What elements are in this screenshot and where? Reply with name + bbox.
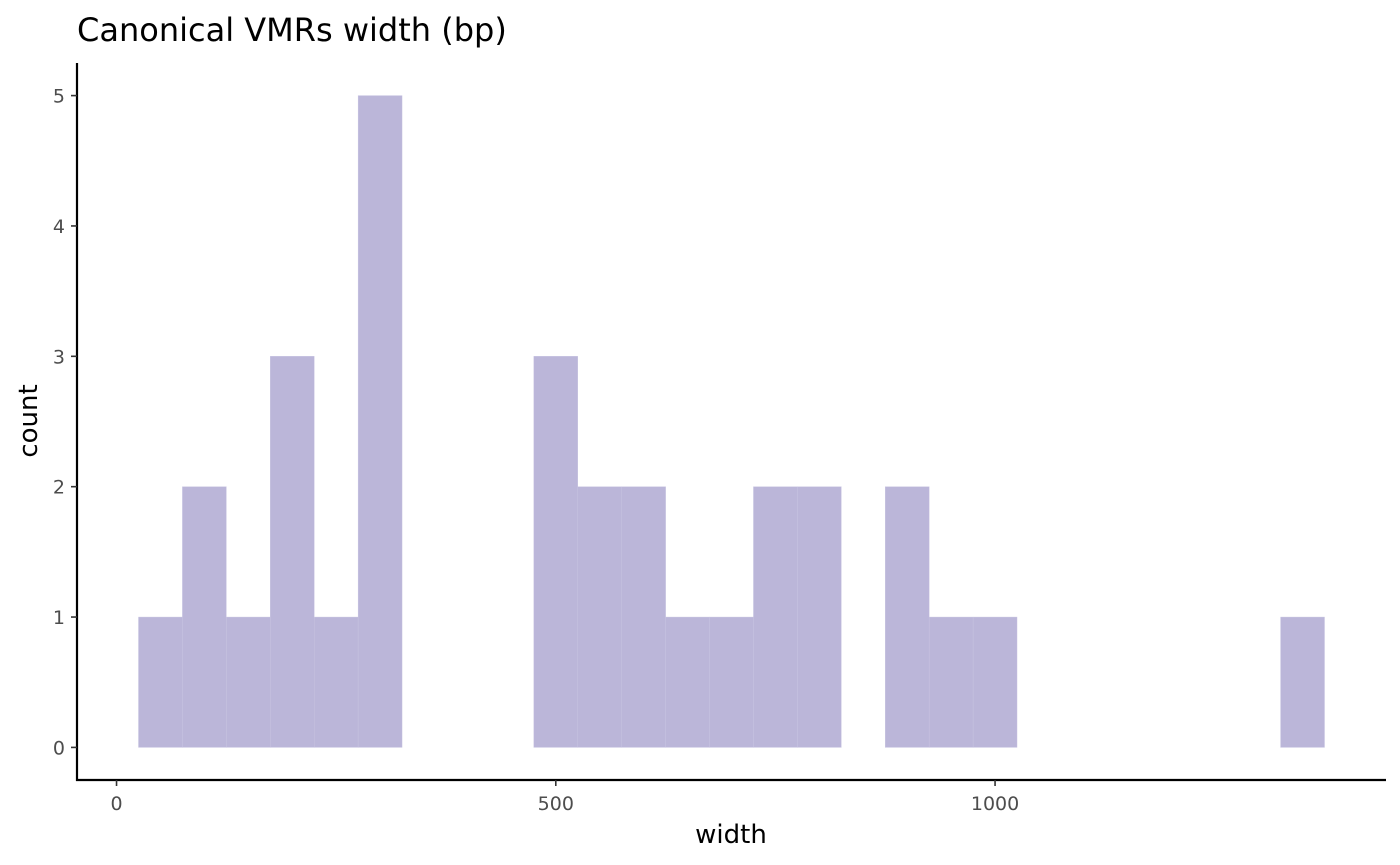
histogram-bar-9 — [533, 356, 578, 748]
histogram-bar-3 — [270, 356, 315, 748]
histogram-bar-15 — [797, 486, 842, 748]
histogram-bar-26 — [1280, 616, 1325, 748]
y-tick-label: 2 — [53, 477, 65, 499]
x-axis-title: width — [695, 820, 767, 850]
histogram-bar-4 — [314, 616, 359, 748]
y-tick-label: 0 — [53, 737, 65, 759]
y-ticks-group: 0 1 2 3 4 5 — [53, 86, 77, 759]
chart-title: Canonical VMRs width (bp) — [77, 11, 507, 49]
histogram-bar-17 — [885, 486, 930, 748]
y-tick-label: 5 — [53, 86, 65, 108]
histogram-bar-5 — [357, 95, 403, 748]
y-axis-title: count — [14, 384, 44, 457]
x-tick-label: 1000 — [971, 793, 1019, 815]
histogram-bar-0 — [138, 616, 183, 748]
y-tick-label: 4 — [53, 216, 65, 238]
histogram-bar-18 — [928, 616, 974, 748]
histogram-bar-19 — [972, 616, 1018, 748]
y-tick-label: 3 — [53, 346, 65, 368]
x-ticks-group: 0 500 1000 — [110, 780, 1019, 815]
histogram-bar-13 — [709, 616, 754, 748]
histogram-bar-10 — [577, 486, 622, 748]
bars-group — [138, 95, 1325, 748]
histogram-bar-11 — [621, 486, 666, 748]
histogram-bar-12 — [665, 616, 710, 748]
y-tick-label: 1 — [53, 607, 65, 629]
histogram-bar-1 — [182, 486, 227, 748]
x-tick-label: 0 — [110, 793, 122, 815]
x-tick-label: 500 — [538, 793, 574, 815]
histogram-bar-2 — [226, 616, 271, 748]
histogram-bar-14 — [753, 486, 798, 748]
